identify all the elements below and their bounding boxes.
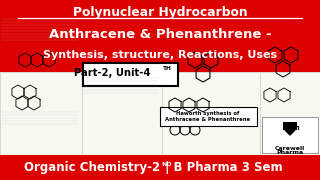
Text: Part-2, Unit-4: Part-2, Unit-4 (74, 69, 150, 78)
Text: Anthracene & Phenanthrene -: Anthracene & Phenanthrene - (49, 28, 271, 41)
Text: Haworth synthesis of
Anthracene & Phenanthrene: Haworth synthesis of Anthracene & Phenan… (165, 111, 251, 122)
Bar (0, 72, 320, 155)
FancyBboxPatch shape (83, 62, 178, 86)
Bar (0, 0, 320, 72)
Text: Polynuclear Hydrocarbon: Polynuclear Hydrocarbon (73, 6, 247, 19)
Text: Carewell: Carewell (275, 147, 305, 152)
Bar (82, 72, 162, 155)
Text: ND: ND (161, 161, 172, 166)
Text: Pharma: Pharma (276, 150, 304, 156)
Text: TH: TH (163, 66, 172, 71)
Bar (0, 72, 82, 155)
FancyBboxPatch shape (160, 107, 257, 126)
Polygon shape (285, 130, 295, 135)
Bar (0, 155, 320, 180)
Text: | B Pharma 3 Sem: | B Pharma 3 Sem (161, 161, 283, 174)
Text: Organic Chemistry-2: Organic Chemistry-2 (24, 161, 160, 174)
Bar (260, 72, 320, 155)
Text: Synthesis, structure, Reactions, Uses: Synthesis, structure, Reactions, Uses (43, 50, 277, 60)
Bar (283, 122, 297, 130)
Bar (162, 72, 260, 155)
Bar (262, 117, 318, 153)
